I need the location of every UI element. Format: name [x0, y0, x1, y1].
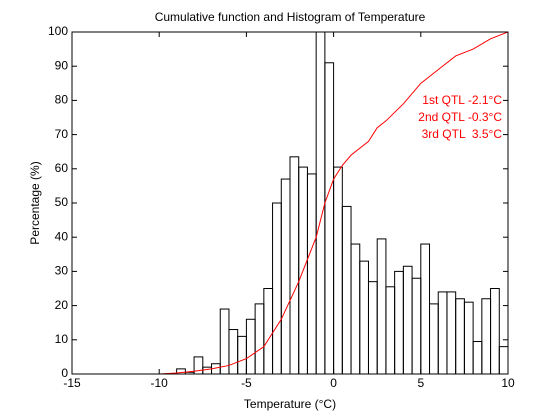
y-tick-label: 70 — [55, 127, 69, 141]
annotation: 2nd QTL -0.3°C — [418, 110, 502, 124]
x-tick-label: 10 — [501, 376, 515, 390]
histogram-bar — [490, 288, 500, 374]
x-tick-label: -5 — [241, 376, 252, 390]
x-tick-label: 0 — [330, 376, 337, 390]
x-tick-label: 5 — [417, 376, 424, 390]
cumulative-line — [72, 32, 508, 374]
y-tick-label: 100 — [48, 24, 68, 38]
annotation: 3rd QTL 3.5°C — [422, 127, 503, 141]
y-tick-label: 10 — [55, 332, 69, 346]
x-tick-label: -10 — [151, 376, 169, 390]
annotation: 1st QTL -2.1°C — [422, 93, 502, 107]
y-axis-label: Percentage (%) — [28, 161, 42, 244]
x-axis-label: Temperature (°C) — [244, 397, 336, 411]
y-tick-label: 20 — [55, 298, 69, 312]
plot-area — [72, 32, 508, 374]
x-tick-label: -15 — [63, 376, 81, 390]
y-tick-label: 90 — [55, 58, 69, 72]
y-tick-label: 80 — [55, 93, 69, 107]
y-tick-label: 40 — [55, 229, 69, 243]
y-tick-label: 0 — [61, 366, 68, 380]
y-tick-label: 30 — [55, 264, 69, 278]
chart-title: Cumulative function and Histogram of Tem… — [155, 10, 426, 24]
y-tick-label: 60 — [55, 161, 69, 175]
y-tick-label: 50 — [55, 195, 69, 209]
